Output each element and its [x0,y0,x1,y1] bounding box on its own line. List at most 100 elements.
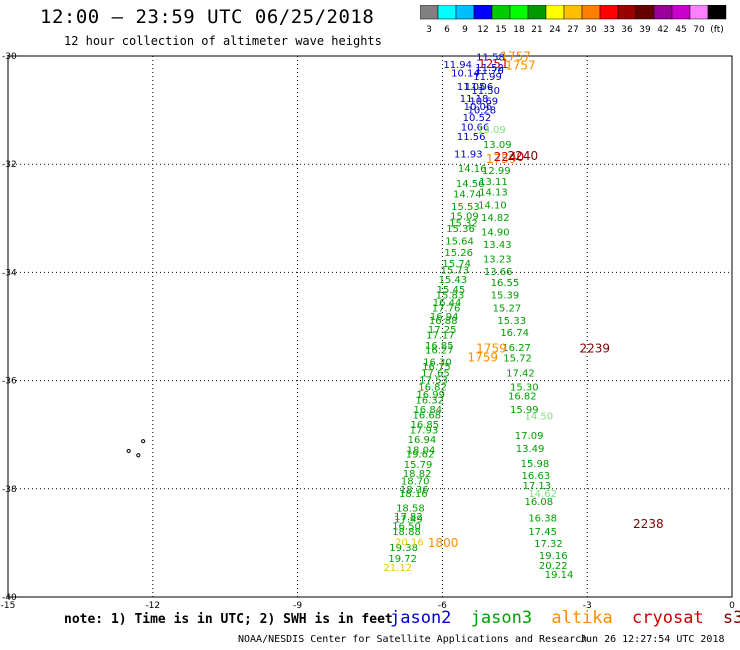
legend-s3a: s3a [722,608,740,628]
jason2-data-label: 10.14 [451,69,480,80]
color-scale-bar: 3 6 9 12 15 18 21 24 27 30 33 36 39 42 45 70 (ft) [420,5,727,35]
jason3-data-label: 19.14 [545,570,574,581]
jason3-data-label: 16.27 [425,346,454,357]
jason3-data-label: 16.75 [422,362,451,373]
jason3-data-label: 17.45 [528,527,557,538]
jason3-data-label: 14.74 [453,190,482,201]
altika-yellow-data-label: 21.12 [384,563,413,574]
colorbar-label: 45 [675,25,686,35]
colorbar-label: 24 [549,25,561,35]
y-tick-label: -32 [2,160,17,170]
credit-line: NOAA/NESDIS Center for Satellite Applica… [238,634,588,645]
jason3-data-label: 14.90 [481,228,510,239]
units-note: note: 1) Time is in UTC; 2) SWH is in fe… [64,612,393,627]
jason3-data-label: 17.25 [428,325,457,336]
jason3-data-label: 18.16 [399,489,428,500]
jason2-data-label: 11.06 [465,82,494,93]
jason2-data-label: 10.52 [463,113,492,124]
legend-altika: altika [551,608,613,628]
colorbar-label: 12 [477,25,488,35]
jason2-data-label: 10.69 [469,97,498,108]
jason3-data-label: 15.43 [439,275,468,286]
jason3-data-label: 16.38 [528,513,557,524]
satellite-legend: jason2 jason3 altika cryosat s3a [390,608,740,628]
jason3-data-label: 17.17 [426,330,455,341]
jason3-data-label: 17.13 [523,481,552,492]
legend-jason3: jason3 [470,608,533,628]
jason3-data-label: 13.09 [483,140,512,151]
legend-cryosat: cryosat [632,608,704,628]
jason3-data-label: 13.66 [484,267,513,278]
jason3-data-label: 16.88 [429,316,458,327]
jason3-data-label: 18.70 [401,476,430,487]
y-tick-label: -36 [2,377,17,387]
jason3-data-label: 16.08 [524,497,553,508]
jason3-data-label: 15.53 [451,202,480,213]
jason3-data-label: 16.82 [508,392,537,403]
colorbar-label: 18 [513,25,525,35]
jason3-data-label: 17.76 [432,303,461,314]
y-tick-label: -40 [2,593,17,603]
jason3-data-label: 18.88 [392,527,421,538]
x-tick-label: -12 [145,601,160,611]
jason3-light-data-label: 14.50 [524,412,553,423]
generated-time: Jun 26 12:27:54 UTC 2018 [580,634,725,645]
jason3-data-label: 13.43 [483,240,512,251]
jason3-data-label: 15.79 [404,460,433,471]
jason3-data-label: 15.72 [503,354,532,365]
jason3-data-label: 17.09 [515,431,544,442]
jason2-data-label: 10.28 [467,105,496,116]
jason3-data-label: 15.83 [436,290,465,301]
s3a-data-label: 2238 [633,517,664,531]
jason3-data-label: 17.93 [410,426,439,437]
jason3-data-label: 16.94 [408,435,437,446]
jason3-data-label: 18.04 [407,446,436,457]
jason3-data-label: 15.26 [444,248,473,259]
jason3-data-label: 14.82 [481,213,510,224]
colorbar-label: 27 [567,25,578,35]
colorbar-label: 3 [426,25,432,35]
jason3-data-label: 19.38 [389,543,418,554]
colorbar-label: 33 [603,25,614,35]
jason3-data-label: 15.32 [449,218,478,229]
altika-yellow-data-label: 20.16 [395,538,424,549]
colorbar-label: 9 [462,25,468,35]
jason3-data-label: 14.13 [479,188,508,199]
chart-title: 12:00 – 23:59 UTC 06/25/2018 [40,6,375,28]
jason3-data-label: 15.39 [491,290,520,301]
jason3-data-label: 19.16 [539,551,568,562]
jason3-data-label: 15.74 [442,259,471,270]
jason3-data-label: 17.53 [419,375,448,386]
jason3-data-label: 15.98 [521,459,550,470]
x-tick-label: -15 [1,601,16,611]
island-mark [141,439,146,444]
colorbar-label: 30 [585,25,597,35]
jason3-data-label: 19.72 [388,554,417,565]
jason3-data-label: 16.30 [423,357,452,368]
colorbar-label: 70 [693,25,705,35]
jason3-data-label: 15.30 [510,382,539,393]
jason3-data-label: 16.99 [416,390,445,401]
jason3-data-label: 18.36 [400,485,429,496]
jason3-data-label: 15.27 [493,303,522,314]
x-tick-label: 0 [729,601,735,611]
jason3-data-label: 16.94 [430,312,459,323]
jason3-data-label: 13.23 [483,255,512,266]
altika-data-label: 1759 [467,351,498,365]
legend-jason2: jason2 [390,608,452,628]
jason3-data-label: 14.10 [478,201,507,212]
altika-data-label: 1800 [428,536,459,550]
colorbar-label: 39 [639,25,651,35]
jason2-data-label: 11.56 [457,132,486,143]
jason3-data-label: 16.68 [412,410,441,421]
jason2-data-label: 11.99 [473,72,502,83]
jason3-data-label: 16.50 [392,521,421,532]
plot-frame [7,55,733,598]
jason3-data-label: 15.33 [497,316,526,327]
jason3-data-label: 16.63 [522,471,551,482]
jason3-data-label: 13.49 [516,444,545,455]
jason3-data-label: 16.44 [433,298,462,309]
jason2-data-label: 11.94 [443,60,472,71]
jason3-data-label: 16.84 [413,405,442,416]
